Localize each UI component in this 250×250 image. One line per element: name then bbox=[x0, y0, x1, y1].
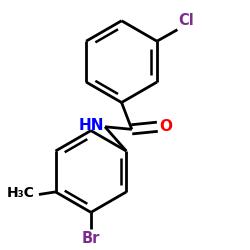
Text: HN: HN bbox=[78, 118, 104, 133]
Text: Br: Br bbox=[82, 231, 100, 246]
Text: O: O bbox=[160, 119, 172, 134]
Text: H₃C: H₃C bbox=[7, 186, 35, 200]
Text: Cl: Cl bbox=[179, 14, 194, 28]
